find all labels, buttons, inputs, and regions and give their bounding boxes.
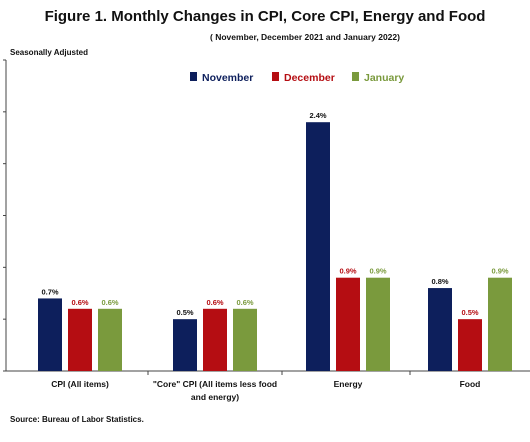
- data-label: 0.9%: [369, 267, 386, 276]
- bar-december-3: [458, 319, 482, 371]
- data-label: 0.7%: [41, 287, 58, 296]
- data-label: 0.9%: [491, 267, 508, 276]
- category-label: Food: [460, 379, 481, 389]
- bar-january-1: [233, 308, 257, 371]
- bar-november-2: [306, 122, 330, 371]
- chart-legend: November December January: [190, 72, 404, 84]
- legend-swatch-november: [190, 72, 197, 81]
- bar-december-1: [203, 308, 227, 371]
- bar-january-0: [98, 308, 122, 371]
- seasonally-adjusted-note: Seasonally Adjusted: [10, 48, 88, 57]
- data-label: 0.6%: [101, 298, 118, 307]
- data-label: 0.6%: [236, 298, 253, 307]
- bar-january-3: [488, 277, 512, 371]
- chart-title: Figure 1. Monthly Changes in CPI, Core C…: [44, 8, 486, 25]
- chart-subtitle: ( November, December 2021 and January 20…: [210, 32, 400, 42]
- data-label: 0.5%: [176, 308, 193, 317]
- bar-december-2: [336, 277, 360, 371]
- data-label: 2.4%: [309, 111, 326, 120]
- bar-november-3: [428, 288, 452, 371]
- bar-november-1: [173, 319, 197, 371]
- data-label: 0.8%: [431, 277, 448, 286]
- category-label: Energy: [334, 379, 363, 389]
- legend-label-december: December: [284, 72, 335, 84]
- legend-swatch-december: [272, 72, 279, 81]
- bar-november-0: [38, 298, 62, 371]
- label-group: 0.7% 0.6% 0.6% CPI (All items) 0.5% 0.6% 0.6% "…: [41, 111, 508, 402]
- data-label: 0.5%: [461, 308, 478, 317]
- legend-label-january: January: [364, 72, 404, 84]
- data-label: 0.6%: [206, 298, 223, 307]
- source-note: Source: Bureau of Labor Statistics.: [10, 415, 144, 424]
- data-label: 0.9%: [339, 267, 356, 276]
- legend-swatch-january: [352, 72, 359, 81]
- bar-group: [38, 122, 512, 371]
- data-label: 0.6%: [71, 298, 88, 307]
- bar-january-2: [366, 277, 390, 371]
- category-label: "Core" CPI (All items less food and energ…: [153, 379, 277, 402]
- category-label: CPI (All items): [51, 379, 109, 389]
- bar-december-0: [68, 308, 92, 371]
- legend-label-november: November: [202, 72, 253, 84]
